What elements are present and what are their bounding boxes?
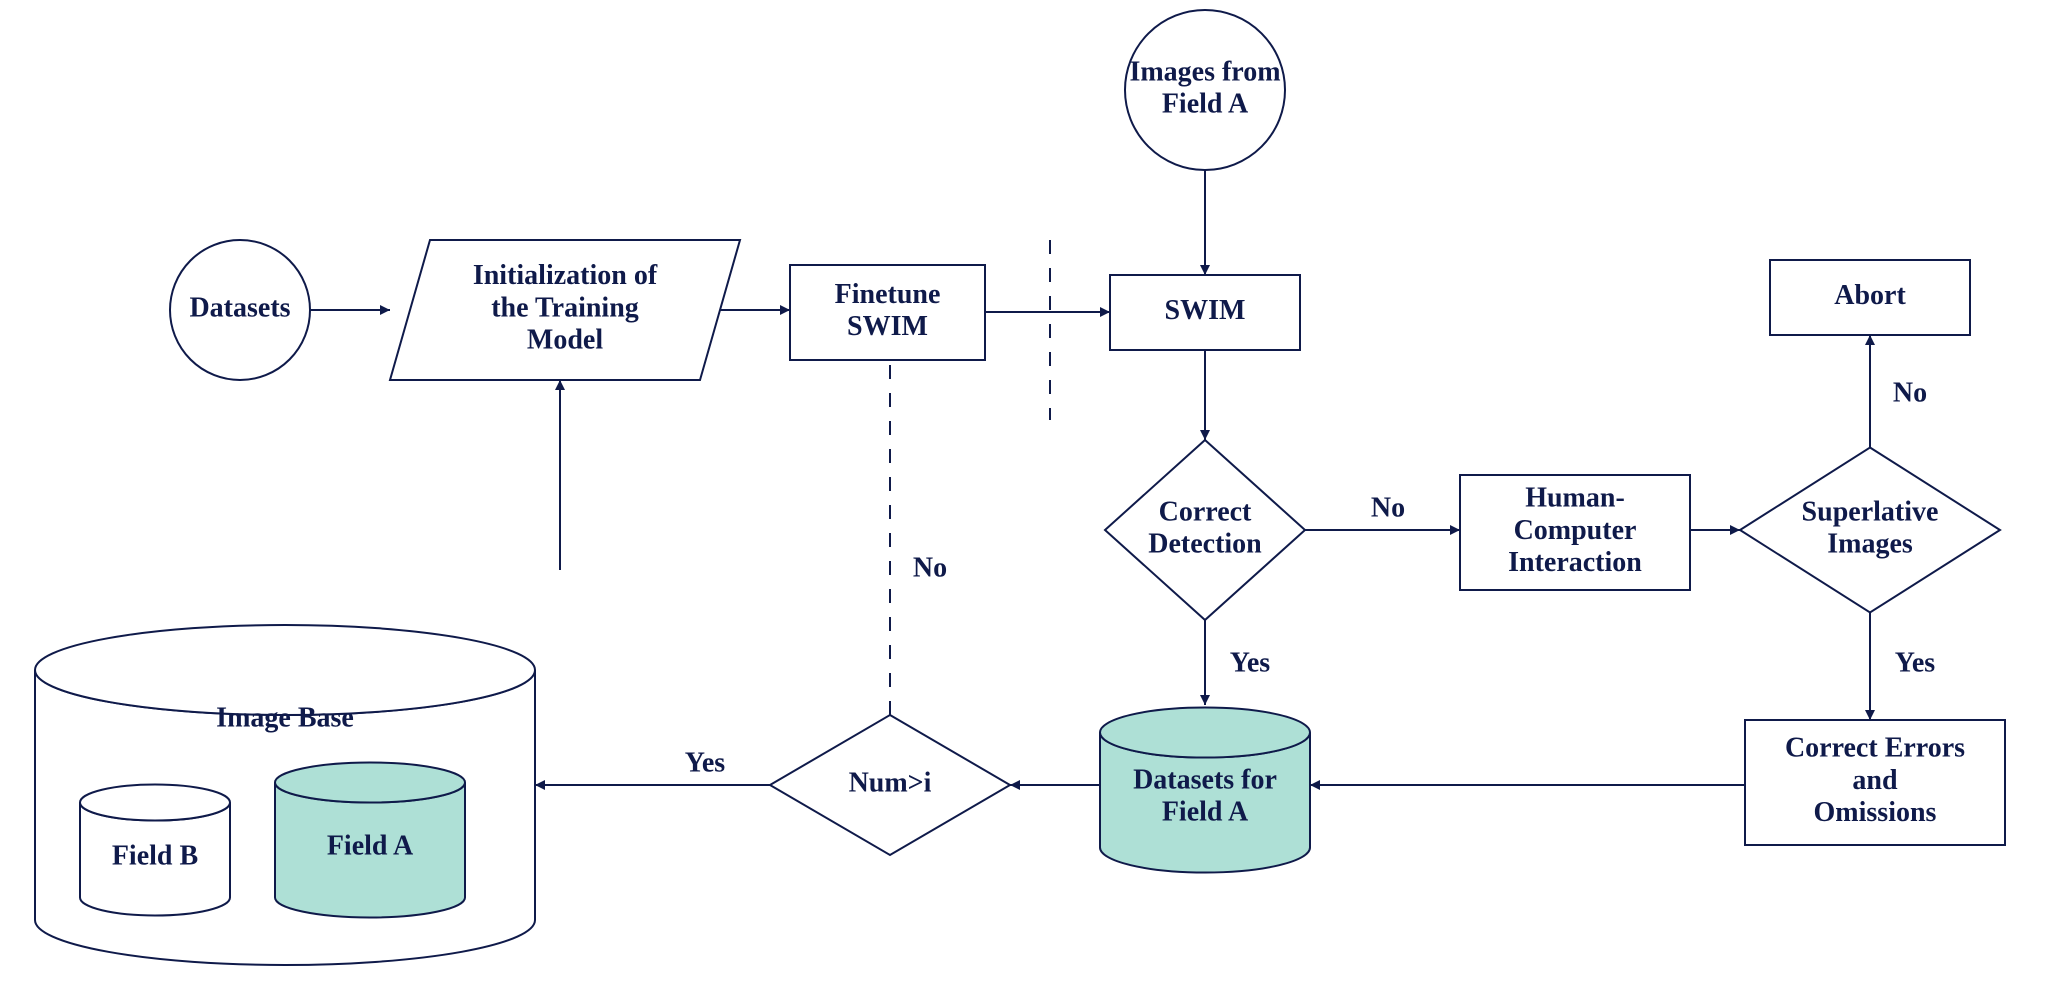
- svg-text:Images: Images: [1827, 529, 1913, 560]
- node-correct_errors: Correct ErrorsandOmissions: [1745, 720, 2005, 845]
- svg-text:Superlative: Superlative: [1802, 496, 1939, 527]
- svg-text:Field A: Field A: [1162, 797, 1249, 828]
- node-images_field_a: Images fromField A: [1125, 10, 1285, 170]
- node-superlative: SuperlativeImages: [1740, 448, 2000, 613]
- node-abort: Abort: [1770, 260, 1970, 335]
- svg-text:Datasets for: Datasets for: [1133, 764, 1277, 795]
- node-num_gt_i: Num>i: [770, 715, 1010, 855]
- svg-text:Correct: Correct: [1159, 496, 1252, 527]
- svg-text:Model: Model: [527, 325, 603, 356]
- edge-label-e9: Yes: [1895, 647, 1936, 678]
- svg-text:Correct Errors: Correct Errors: [1785, 733, 1965, 764]
- svg-text:Detection: Detection: [1148, 529, 1262, 560]
- svg-text:Field B: Field B: [112, 840, 198, 871]
- svg-text:and: and: [1852, 765, 1898, 796]
- node-swim: SWIM: [1110, 275, 1300, 350]
- svg-text:Interaction: Interaction: [1508, 547, 1642, 578]
- svg-text:Finetune: Finetune: [835, 279, 941, 310]
- nodes-layer: Datasets Initialization ofthe TrainingMod…: [35, 10, 2005, 965]
- node-datasets: Datasets: [170, 240, 310, 380]
- flowchart-canvas: No No Yes Yes Yes No Datasets Initialization of…: [0, 0, 2057, 985]
- svg-text:Initialization of: Initialization of: [473, 260, 658, 291]
- edge-label-e11: Yes: [1230, 647, 1271, 678]
- node-hci: Human-ComputerInteraction: [1460, 475, 1690, 590]
- svg-text:Datasets: Datasets: [189, 292, 290, 323]
- svg-text:SWIM: SWIM: [1165, 295, 1246, 326]
- node-field_b: Field B: [80, 785, 230, 916]
- svg-text:the Training: the Training: [491, 292, 639, 323]
- node-datasets_field_a: Datasets forField A: [1100, 708, 1310, 873]
- node-finetune: FinetuneSWIM: [790, 265, 985, 360]
- svg-text:Images from: Images from: [1129, 56, 1280, 87]
- svg-text:Field A: Field A: [327, 830, 414, 861]
- svg-text:Computer: Computer: [1514, 515, 1637, 546]
- node-field_a: Field A: [275, 763, 465, 918]
- node-correct_detect: CorrectDetection: [1105, 440, 1305, 620]
- svg-text:Human-: Human-: [1525, 483, 1625, 514]
- svg-text:Image Base: Image Base: [216, 702, 354, 733]
- svg-text:SWIM: SWIM: [847, 311, 928, 342]
- svg-text:Field A: Field A: [1162, 89, 1249, 120]
- edge-label-e13: Yes: [685, 747, 726, 778]
- node-init_model: Initialization ofthe TrainingModel: [390, 240, 740, 380]
- svg-text:Omissions: Omissions: [1814, 797, 1937, 828]
- svg-text:Abort: Abort: [1834, 280, 1906, 311]
- edge-label-e8: No: [1893, 377, 1927, 408]
- edge-label-e15: No: [913, 552, 947, 583]
- edge-label-e6: No: [1371, 492, 1405, 523]
- svg-text:Num>i: Num>i: [849, 767, 932, 798]
